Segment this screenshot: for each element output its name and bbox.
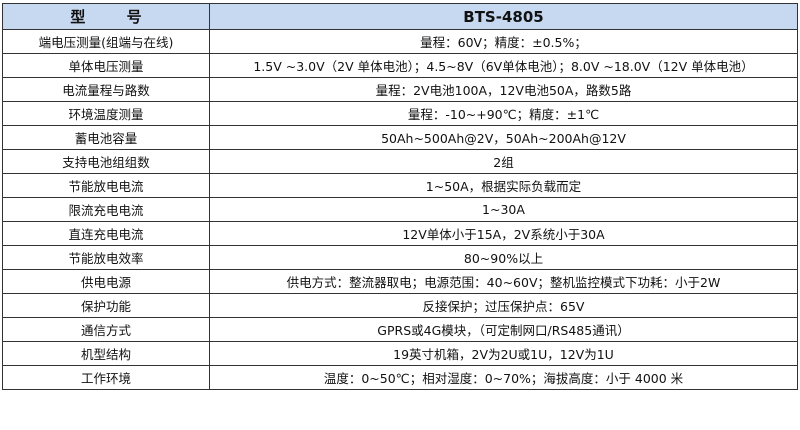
spec-value: 量程：2V电池100A，12V电池50A，路数5路 (209, 77, 798, 102)
table-row: 通信方式 GPRS或4G模块，（可定制网口/RS485通讯） (2, 317, 798, 342)
table-row: 机型结构 19英寸机箱，2V为2U或1U，12V为1U (2, 341, 798, 366)
spec-value: 反接保护；过压保护点：65V (209, 293, 798, 318)
spec-value: 50Ah~500Ah@2V，50Ah~200Ah@12V (209, 125, 798, 150)
table-row: 限流充电电流 1~30A (2, 197, 798, 222)
table-row: 电流量程与路数 量程：2V电池100A，12V电池50A，路数5路 (2, 77, 798, 102)
spec-table: 型 号 BTS-4805 端电压测量(组端与在线) 量程：60V；精度：±0.5%… (2, 3, 798, 390)
spec-label: 电流量程与路数 (2, 77, 210, 102)
spec-value: 2组 (209, 149, 798, 174)
spec-label: 直连充电电流 (2, 221, 210, 246)
spec-value: 供电方式：整流器取电；电源范围：40~60V；整机监控模式下功耗：小于2W (209, 269, 798, 294)
spec-label: 端电压测量(组端与在线) (2, 29, 210, 54)
spec-label: 支持电池组组数 (2, 149, 210, 174)
table-row: 端电压测量(组端与在线) 量程：60V；精度：±0.5%； (2, 29, 798, 54)
table-row: 环境温度测量 量程：-10~+90℃；精度：±1℃ (2, 101, 798, 126)
header-model: BTS-4805 (209, 3, 798, 30)
table-row: 节能放电电流 1~50A，根据实际负载而定 (2, 173, 798, 198)
table-header-row: 型 号 BTS-4805 (2, 3, 798, 30)
spec-value: 80~90%以上 (209, 245, 798, 270)
table-row: 单体电压测量 1.5V ~3.0V（2V 单体电池）；4.5~8V（6V单体电池）… (2, 53, 798, 78)
spec-label: 通信方式 (2, 317, 210, 342)
spec-label: 工作环境 (2, 365, 210, 390)
spec-value: GPRS或4G模块，（可定制网口/RS485通讯） (209, 317, 798, 342)
table-row: 支持电池组组数 2组 (2, 149, 798, 174)
header-label: 型 号 (2, 3, 210, 30)
table-row: 供电电源 供电方式：整流器取电；电源范围：40~60V；整机监控模式下功耗：小于2… (2, 269, 798, 294)
spec-value: 量程：-10~+90℃；精度：±1℃ (209, 101, 798, 126)
spec-value: 1~30A (209, 197, 798, 222)
table-row: 工作环境 温度：0~50℃；相对湿度：0~70%；海拔高度：小于 4000 米 (2, 365, 798, 390)
spec-value: 1~50A，根据实际负载而定 (209, 173, 798, 198)
spec-value: 1.5V ~3.0V（2V 单体电池）；4.5~8V（6V单体电池）；8.0V … (209, 53, 798, 78)
table-row: 蓄电池容量 50Ah~500Ah@2V，50Ah~200Ah@12V (2, 125, 798, 150)
spec-label: 节能放电效率 (2, 245, 210, 270)
table-row: 保护功能 反接保护；过压保护点：65V (2, 293, 798, 318)
spec-value: 温度：0~50℃；相对湿度：0~70%；海拔高度：小于 4000 米 (209, 365, 798, 390)
spec-label: 供电电源 (2, 269, 210, 294)
spec-value: 19英寸机箱，2V为2U或1U，12V为1U (209, 341, 798, 366)
spec-label: 限流充电电流 (2, 197, 210, 222)
spec-label: 机型结构 (2, 341, 210, 366)
spec-label: 环境温度测量 (2, 101, 210, 126)
spec-label: 蓄电池容量 (2, 125, 210, 150)
table-row: 节能放电效率 80~90%以上 (2, 245, 798, 270)
spec-label: 节能放电电流 (2, 173, 210, 198)
table-row: 直连充电电流 12V单体小于15A，2V系统小于30A (2, 221, 798, 246)
spec-value: 12V单体小于15A，2V系统小于30A (209, 221, 798, 246)
spec-label: 单体电压测量 (2, 53, 210, 78)
spec-value: 量程：60V；精度：±0.5%； (209, 29, 798, 54)
spec-label: 保护功能 (2, 293, 210, 318)
